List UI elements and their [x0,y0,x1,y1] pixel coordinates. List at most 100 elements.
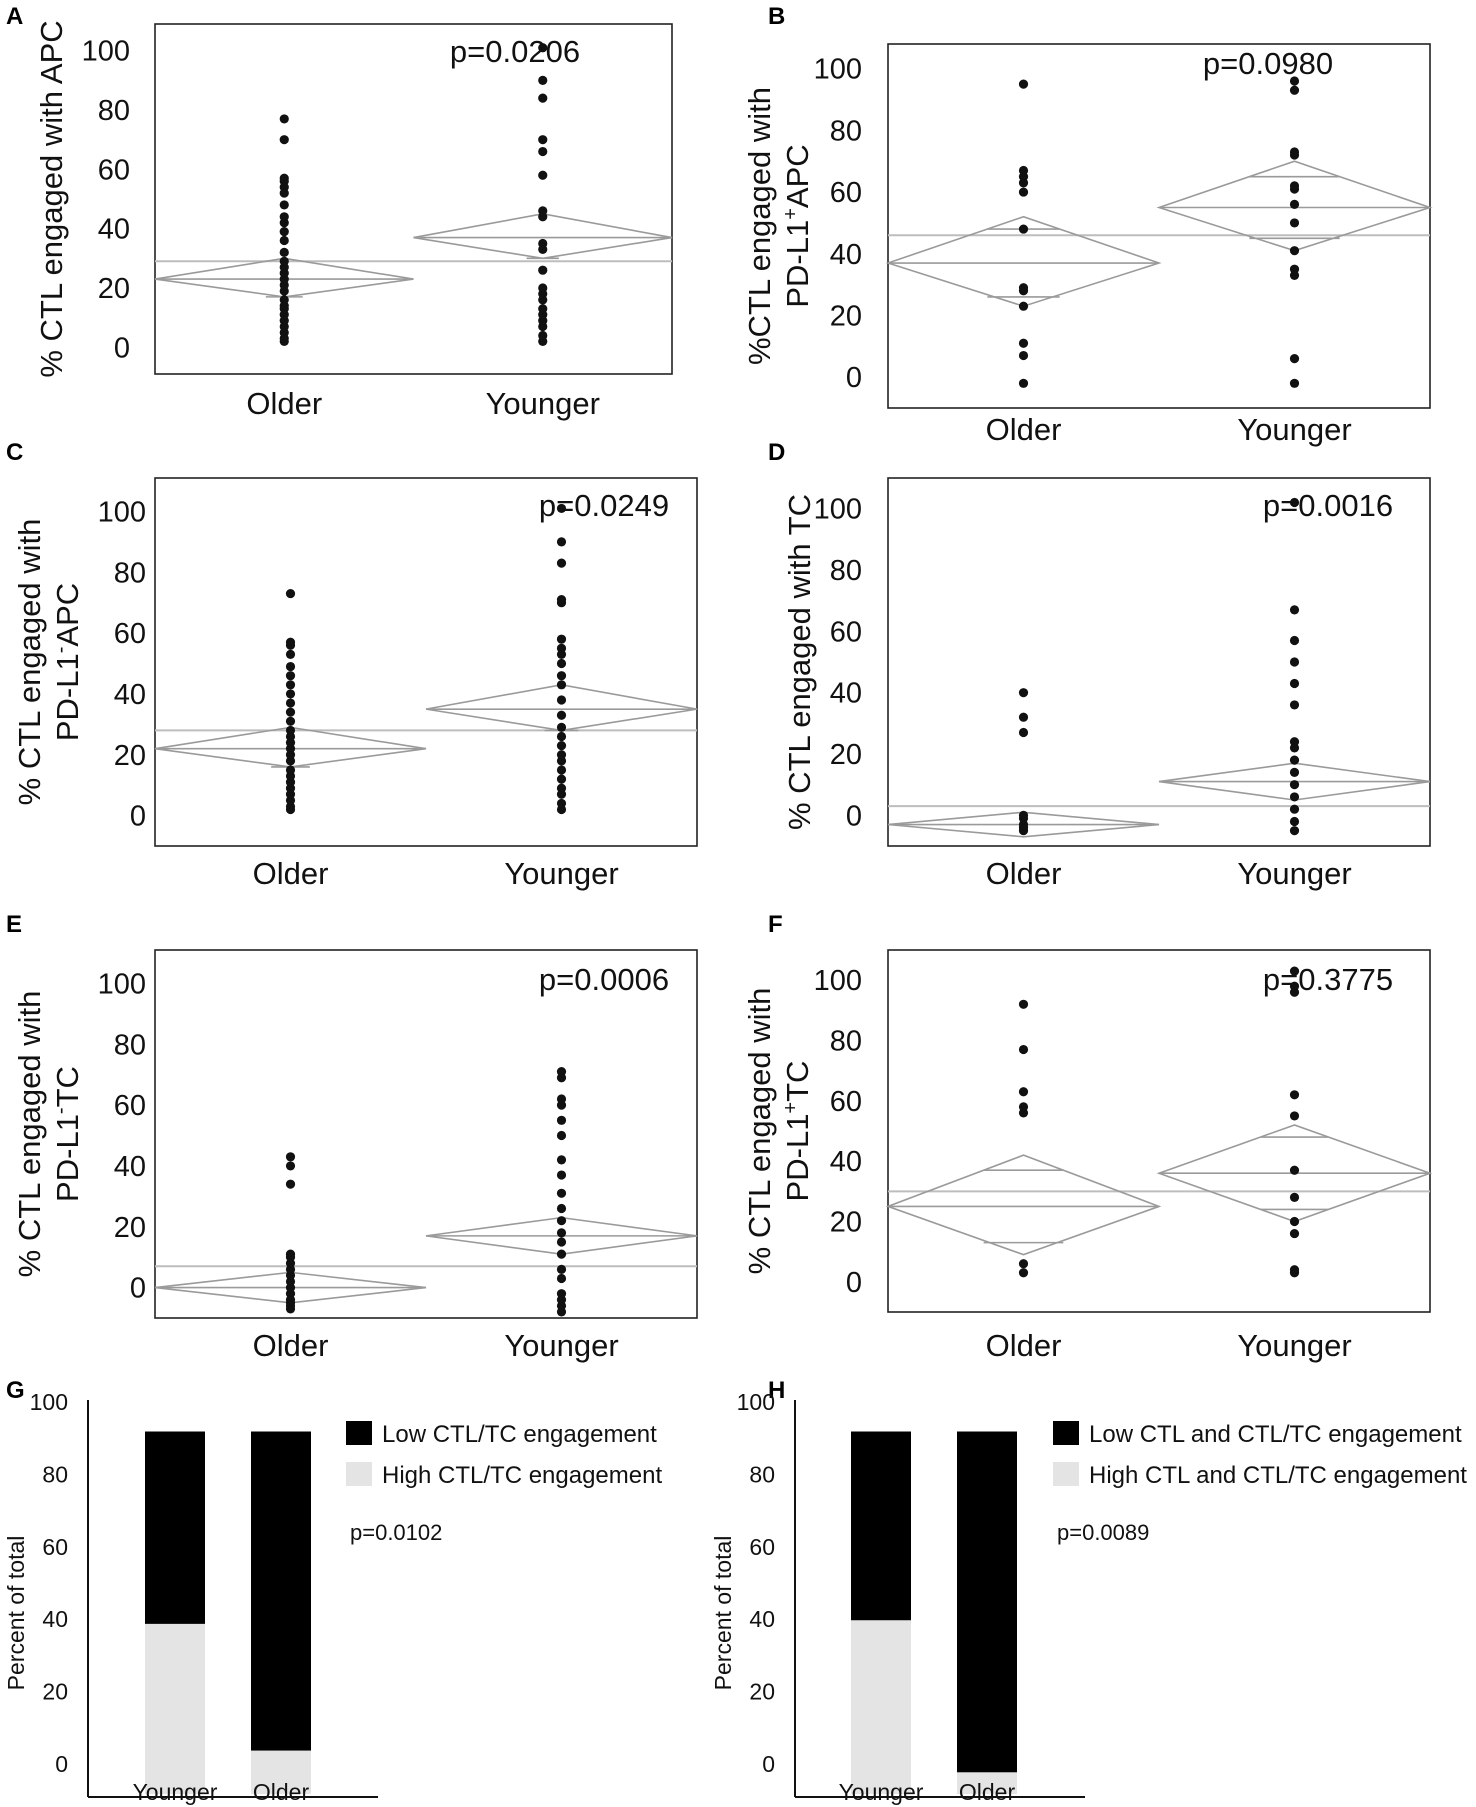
data-point [1018,1044,1029,1055]
y-tick-label: 60 [749,1534,775,1560]
data-point [1289,780,1300,790]
y-tick-label: 100 [814,494,862,526]
data-point [556,695,567,705]
data-point [556,783,567,793]
y-tick-label: 20 [830,300,862,332]
data-point [556,1155,567,1165]
data-point [1018,283,1029,293]
y-axis-label-line: % CTL engaged with [742,988,777,1275]
data-point [556,731,567,742]
y-tick-label: 0 [846,362,862,394]
data-point [1018,301,1029,311]
data-point [538,43,548,53]
panel-letter-e: E [6,911,22,938]
bar-segment-high [957,1771,1017,1794]
p-value: p=0.0102 [350,1520,442,1545]
data-point [285,671,296,681]
plot-frame [154,477,698,847]
y-tick-label: 100 [737,1389,775,1415]
y-tick-label: 100 [814,965,862,997]
y-tick-label: 0 [55,1751,68,1777]
data-point [1289,1165,1300,1175]
p-value: p=0.0249 [539,488,669,523]
data-point [285,698,296,708]
x-category-label: Older [986,856,1062,891]
x-category-label: Younger [133,1779,218,1805]
x-category-label: Older [253,1779,310,1805]
y-tick-label: 60 [114,618,146,650]
data-point [556,558,567,568]
data-point [285,588,296,599]
y-tick-label: 60 [830,177,862,209]
data-point [279,247,289,257]
data-point [556,643,567,653]
y-tick-label: 40 [830,1146,862,1178]
bar-segment-low [957,1431,1017,1773]
data-point [1289,181,1300,191]
data-point [1289,981,1300,991]
y-tick-label: 40 [42,1606,68,1632]
data-point [556,658,567,669]
y-tick-label: 60 [830,1086,862,1118]
y-axis-label-suffix: TC [50,1066,85,1107]
data-point [1018,712,1029,722]
data-point [1289,737,1300,747]
y-tick-label: 20 [830,1207,862,1239]
y-axis-label: % CTL engaged withPD-L1+TC [742,988,815,1275]
bar-segment-low [145,1431,205,1624]
p-value: p=0.0016 [1263,488,1393,523]
y-tick-label: 40 [749,1606,775,1632]
y-tick-label: 20 [114,740,146,772]
data-point [285,765,296,775]
data-point [1289,1228,1300,1239]
data-point [556,1249,567,1259]
data-point [285,661,296,672]
data-point [538,238,548,249]
data-point [1289,218,1300,228]
y-tick-label: 40 [830,678,862,710]
data-point [556,1273,567,1284]
y-axis-label-superscript: + [780,208,802,220]
data-point [279,227,289,237]
data-point [285,1152,296,1162]
legend-swatch [1053,1421,1079,1445]
legend-label: Low CTL/TC engagement [382,1421,657,1448]
data-point [538,146,548,157]
y-axis-label-superscript: + [780,1102,802,1114]
y-tick-label: 80 [830,115,862,147]
data-point [556,680,567,690]
panel-a: A 0 20 40 60 80 100 Older Younger p=0.0206 % CTL e… [6,3,673,421]
y-axis-label: %CTL engaged withPD-L1+APC [742,87,815,365]
y-tick-label: 40 [114,1151,146,1183]
x-category-label: Younger [486,386,600,421]
panel-letter-c: C [6,439,23,466]
y-axis-label-line: % CTL engaged with [12,519,47,806]
data-point [1289,635,1300,646]
data-point [1289,767,1300,778]
data-point [538,265,548,275]
x-category-label: Younger [1237,856,1351,891]
legend-label: High CTL and CTL/TC engagement [1089,1462,1467,1489]
y-axis-label: Percent of total [3,1536,29,1691]
y-tick-label: 0 [762,1751,775,1777]
x-category-label: Older [246,386,322,421]
y-axis-label: % CTL engaged with TC [782,494,817,830]
data-point [538,330,548,341]
data-point [1289,497,1300,508]
y-tick-label: 20 [830,739,862,771]
y-tick-label: 80 [114,557,146,589]
data-point [1289,792,1300,802]
plot-frame [887,477,1431,847]
y-axis-label-line: PD-L1 [50,1114,85,1202]
data-point [538,283,548,293]
data-point [1018,79,1029,89]
plot-frame [154,23,673,375]
data-point [556,634,567,644]
y-tick-label: 20 [42,1679,68,1705]
p-value: p=0.0089 [1057,1520,1149,1545]
x-category-label: Younger [1237,412,1351,447]
data-point [556,710,567,720]
data-point [1018,1259,1029,1269]
data-point [285,1249,296,1259]
y-tick-label: 0 [846,800,862,832]
